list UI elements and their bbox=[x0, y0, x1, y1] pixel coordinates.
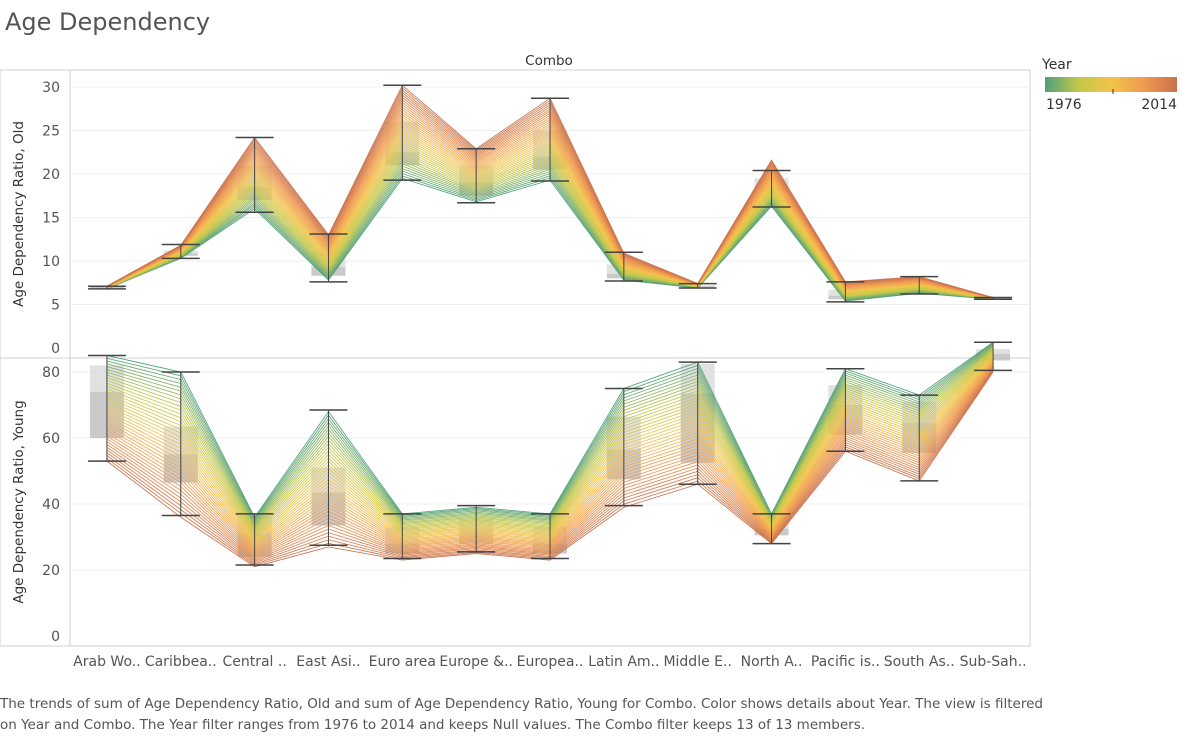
whisker bbox=[900, 394, 939, 482]
x-category-label: Euro area bbox=[369, 654, 436, 670]
legend-min-label: 1976 bbox=[1046, 97, 1082, 113]
whisker bbox=[604, 251, 643, 282]
column-header: Combo bbox=[525, 53, 573, 69]
whisker bbox=[900, 275, 939, 295]
whisker bbox=[161, 371, 200, 517]
y-tick-label: 10 bbox=[42, 254, 60, 270]
year-color-legend: Year 1976 2014 bbox=[1041, 57, 1177, 113]
whisker bbox=[974, 341, 1013, 372]
x-category-label: Latin Am.. bbox=[588, 654, 659, 670]
panel-frame bbox=[0, 69, 1031, 359]
whisker bbox=[383, 84, 422, 181]
whisker bbox=[457, 148, 496, 204]
legend-color-ramp bbox=[1045, 77, 1177, 92]
whisker bbox=[752, 169, 791, 208]
whisker bbox=[531, 513, 569, 560]
whisker bbox=[678, 361, 717, 485]
panel-frame bbox=[0, 357, 1031, 647]
whisker bbox=[604, 387, 643, 507]
whisker bbox=[235, 513, 274, 566]
y-tick-label: 0 bbox=[51, 629, 60, 645]
whisker bbox=[826, 281, 865, 303]
x-category-label: Middle E.. bbox=[663, 654, 731, 670]
whisker bbox=[235, 136, 274, 214]
y-tick-label: 60 bbox=[42, 431, 60, 447]
legend-title: Year bbox=[1041, 57, 1072, 73]
whisker bbox=[457, 504, 496, 553]
whisker bbox=[309, 233, 348, 283]
whisker bbox=[87, 285, 126, 290]
panel-1: 0 5 10 15 20 25 30 Age Dependency Ratio, Old bbox=[0, 69, 1031, 359]
x-category-label: Sub-Sah.. bbox=[960, 654, 1027, 670]
y-tick-label: 80 bbox=[42, 365, 60, 381]
whisker bbox=[87, 354, 126, 462]
x-category-label: East Asi.. bbox=[296, 654, 360, 670]
y-tick-label: 0 bbox=[51, 341, 60, 357]
x-category-label: North A.. bbox=[741, 654, 803, 670]
y-tick-label: 15 bbox=[42, 211, 60, 227]
whisker bbox=[383, 513, 422, 560]
whisker bbox=[826, 367, 865, 452]
chart-caption: The trends of sum of Age Dependency Rati… bbox=[0, 696, 1043, 733]
page-title: Age Dependency bbox=[5, 8, 211, 36]
x-category-label: Central .. bbox=[222, 654, 286, 670]
whisker bbox=[531, 97, 569, 182]
y-tick-label: 20 bbox=[42, 167, 60, 183]
x-category-label: Caribbea.. bbox=[145, 654, 217, 670]
whisker bbox=[678, 282, 717, 289]
y-axis-label: Age Dependency Ratio, Old bbox=[11, 121, 27, 307]
x-category-label: South As.. bbox=[884, 654, 955, 670]
y-tick-label: 40 bbox=[42, 497, 60, 513]
x-category-label: Arab Wo.. bbox=[73, 654, 141, 670]
y-tick-label: 25 bbox=[42, 124, 60, 140]
y-axis-label: Age Dependency Ratio, Young bbox=[11, 400, 27, 603]
panel-2: 0 20 40 60 80 Age Dependency Ratio, Young bbox=[0, 341, 1031, 647]
x-category-label: Pacific is.. bbox=[811, 654, 880, 670]
y-tick-label: 20 bbox=[42, 563, 60, 579]
whisker bbox=[161, 243, 200, 260]
whisker bbox=[309, 409, 348, 546]
whisker bbox=[974, 296, 1013, 301]
whisker bbox=[752, 513, 791, 545]
x-category-label: Europe &.. bbox=[439, 654, 513, 670]
y-tick-label: 5 bbox=[51, 298, 60, 314]
age-dependency-chart: Combo 0 5 10 15 20 25 30 Age Dependency Ratio, … bbox=[0, 53, 1031, 670]
x-category-label: Europea.. bbox=[517, 654, 584, 670]
y-tick-label: 30 bbox=[42, 80, 60, 96]
legend-max-label: 2014 bbox=[1141, 97, 1177, 113]
